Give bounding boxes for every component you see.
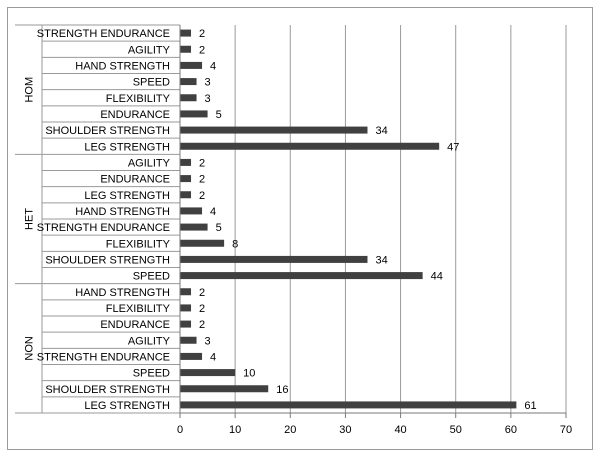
bar <box>180 304 192 312</box>
category-label: SPEED <box>133 368 170 380</box>
bar <box>180 29 192 37</box>
value-label: 61 <box>524 400 536 412</box>
bar <box>180 288 192 296</box>
value-label: 44 <box>431 271 443 283</box>
bar <box>180 78 197 86</box>
category-label: HAND STRENGTH <box>75 60 170 72</box>
value-label: 5 <box>216 109 222 121</box>
category-label: LEG STRENGTH <box>84 400 170 412</box>
bar <box>180 401 517 409</box>
bar <box>180 61 203 69</box>
x-tick-label: 30 <box>339 424 351 436</box>
category-label: STRENGTH ENDURANCE <box>37 28 170 40</box>
category-labels: STRENGTH ENDURANCE AGILITY HAND STRENGTH SP… <box>37 28 171 412</box>
bar <box>180 352 203 360</box>
group-labels: HOM HET NON <box>24 77 36 361</box>
bar <box>180 239 225 247</box>
category-label: SHOULDER STRENGTH <box>45 384 170 396</box>
bar <box>180 223 208 231</box>
category-label: ENDURANCE <box>100 174 170 186</box>
category-label: LEG STRENGTH <box>84 141 170 153</box>
chart-frame <box>7 7 593 450</box>
x-tick-label: 50 <box>450 424 462 436</box>
category-label: HAND STRENGTH <box>75 287 170 299</box>
value-label: 16 <box>276 384 288 396</box>
x-tick-label: 40 <box>394 424 406 436</box>
value-label: 10 <box>243 368 255 380</box>
value-label: 2 <box>199 28 205 40</box>
value-label: 2 <box>199 44 205 56</box>
value-label: 5 <box>216 222 222 234</box>
value-label: 3 <box>205 93 211 105</box>
bar <box>180 369 236 377</box>
category-label: SPEED <box>133 271 170 283</box>
bar <box>180 207 203 215</box>
value-label: 2 <box>199 174 205 186</box>
gridlines <box>234 25 567 413</box>
value-label: 3 <box>205 77 211 89</box>
group-label-het: HET <box>24 208 36 230</box>
value-label: 34 <box>375 125 387 137</box>
category-label: FLEXIBILITY <box>106 238 171 250</box>
value-label: 2 <box>199 287 205 299</box>
x-axis-tick-labels: 0 10 20 30 40 50 60 70 <box>177 413 572 436</box>
category-label: SHOULDER STRENGTH <box>45 254 170 266</box>
value-label: 3 <box>205 335 211 347</box>
x-tick-label: 70 <box>560 424 572 436</box>
group-label-hom: HOM <box>24 77 36 103</box>
bar <box>180 175 192 183</box>
x-tick-label: 0 <box>177 424 183 436</box>
category-label: HAND STRENGTH <box>75 206 170 218</box>
category-label: ENDURANCE <box>100 319 170 331</box>
bar <box>180 191 192 199</box>
bar <box>180 255 368 263</box>
group-label-non: NON <box>24 336 36 361</box>
value-label: 34 <box>375 254 387 266</box>
bar <box>180 336 197 344</box>
value-label: 2 <box>199 190 205 202</box>
category-label: LEG STRENGTH <box>84 190 170 202</box>
bar <box>180 142 440 150</box>
bars <box>180 29 517 409</box>
category-label: ENDURANCE <box>100 109 170 121</box>
category-label: STRENGTH ENDURANCE <box>37 222 170 234</box>
category-label: SHOULDER STRENGTH <box>45 125 170 137</box>
bar <box>180 158 192 166</box>
category-label: AGILITY <box>128 335 171 347</box>
category-label: AGILITY <box>128 44 171 56</box>
x-tick-label: 20 <box>284 424 296 436</box>
x-tick-label: 10 <box>229 424 241 436</box>
category-separators <box>15 24 180 414</box>
bar <box>180 126 368 134</box>
category-label: SPEED <box>133 77 170 89</box>
value-label: 2 <box>199 303 205 315</box>
value-label: 2 <box>199 319 205 331</box>
value-label: 4 <box>210 60 216 72</box>
bar <box>180 45 192 53</box>
x-tick-label: 60 <box>505 424 517 436</box>
category-label: FLEXIBILITY <box>106 303 171 315</box>
value-label: 4 <box>210 206 216 218</box>
bar <box>180 110 208 118</box>
bar <box>180 320 192 328</box>
value-label: 4 <box>210 351 216 363</box>
category-label: FLEXIBILITY <box>106 93 171 105</box>
category-label: STRENGTH ENDURANCE <box>37 351 170 363</box>
bar <box>180 385 269 393</box>
value-label: 8 <box>232 238 238 250</box>
value-label: 47 <box>447 141 459 153</box>
category-label: AGILITY <box>128 157 171 169</box>
bar <box>180 272 423 280</box>
value-label: 2 <box>199 157 205 169</box>
bar <box>180 94 197 102</box>
